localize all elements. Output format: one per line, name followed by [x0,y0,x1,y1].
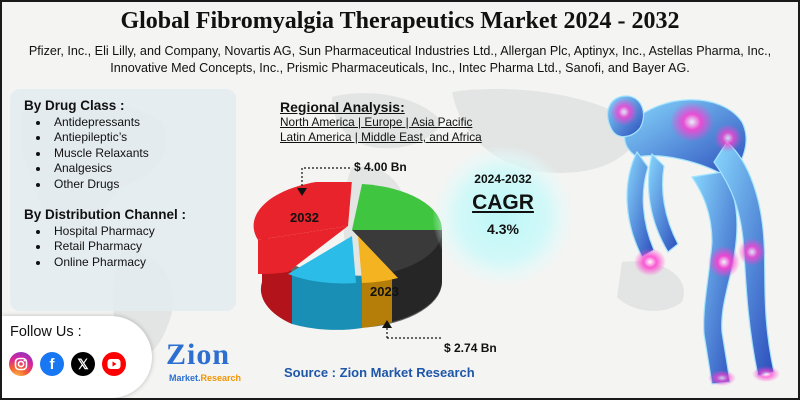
human-body-illustration [607,95,780,386]
pie-slice-red-face [258,226,348,275]
distribution-list: Hospital Pharmacy Retail Pharmacy Online… [24,224,170,270]
pie-side-yellow [362,270,392,328]
value-2032: $ 4.00 Bn [354,160,407,174]
follow-label: Follow Us : [10,324,82,340]
list-item: Online Pharmacy [50,255,170,270]
list-item: Analgesics [50,161,230,176]
list-item: Muscle Relaxants [50,146,230,161]
value-2023: $ 2.74 Bn [444,341,497,355]
follow-us-box: Follow Us : f 𝕏 [2,316,152,398]
market-pie-graphic: 2032 2023 [253,182,443,330]
label-2032: 2032 [290,210,319,225]
list-item: Antiepileptic’s [50,130,230,145]
cagr-badge: 2024-2032 CAGR 4.3% [433,146,573,286]
pie-slice-dark [352,230,443,272]
regional-analysis: Regional Analysis: North America | Europ… [280,100,482,145]
logo-subtitle: Market.Research [169,373,242,383]
pie-slice-yellow [358,236,398,283]
pie-slice-red [253,182,352,240]
list-item: Hospital Pharmacy [50,224,170,239]
list-item: Antidepressants [50,115,230,130]
cagr-label: CAGR [472,191,534,214]
callout-lines [297,167,442,339]
label-2023: 2023 [370,284,399,299]
segmentation-panel: By Drug Class : Antidepressants Antiepil… [10,89,236,311]
key-companies: Pfizer, Inc., Eli Lilly, and Company, No… [28,44,772,75]
list-item: Other Drugs [50,177,230,192]
pie-slice-cyan [288,236,356,284]
regions-line-1: North America | Europe | Asia Pacific [280,115,473,129]
drug-class-list: Antidepressants Antiepileptic’s Muscle R… [24,115,230,192]
cagr-period: 2024-2032 [474,172,532,186]
logo-word: Zion [166,338,231,371]
x-icon[interactable]: 𝕏 [71,352,95,376]
regions-line-2: Latin America | Middle East, and Africa [280,130,482,144]
zion-logo: Zion Market.Research [166,338,256,390]
regional-heading: Regional Analysis: [280,99,405,115]
youtube-icon[interactable] [102,352,126,376]
facebook-icon[interactable]: f [40,352,64,376]
instagram-icon[interactable] [9,352,33,376]
pie-slice-green [352,184,443,230]
page-title: Global Fibromyalgia Therapeutics Market … [120,8,680,34]
source-note: Source : Zion Market Research [284,365,475,380]
pie-side-cyan [292,272,362,330]
cagr-rate: 4.3% [487,221,519,237]
drug-class-heading: By Drug Class : [24,98,125,113]
list-item: Retail Pharmacy [50,239,170,254]
distribution-heading: By Distribution Channel : [24,207,186,222]
